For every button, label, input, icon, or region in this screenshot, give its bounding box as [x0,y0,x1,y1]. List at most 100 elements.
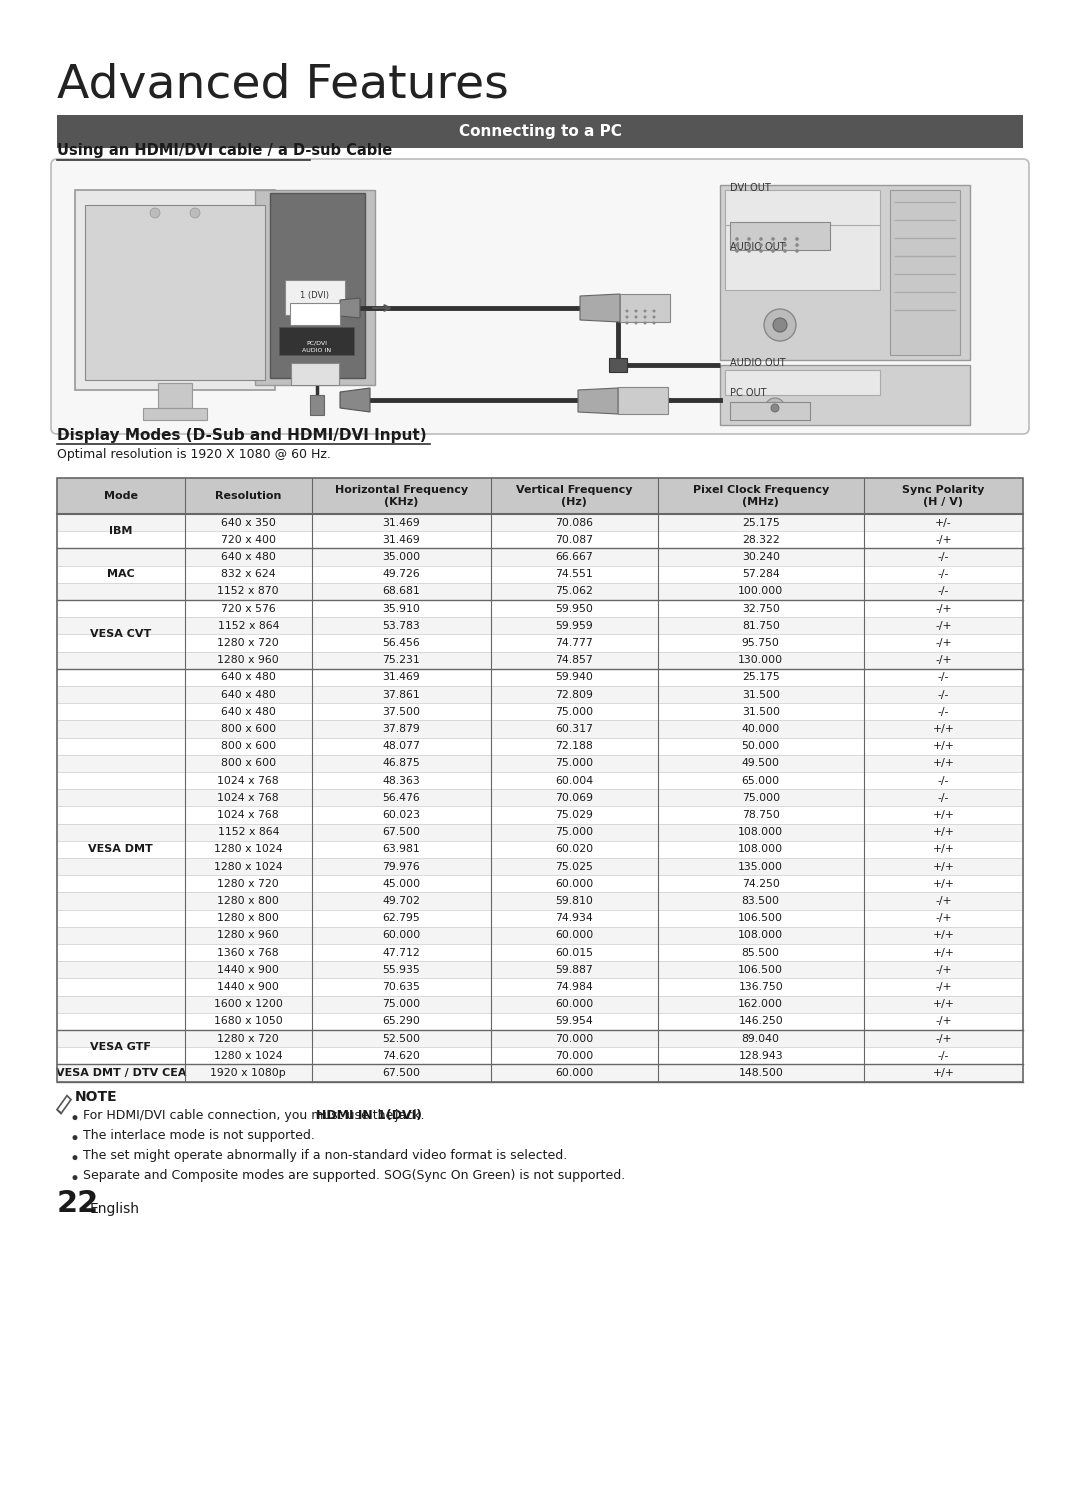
Text: 56.456: 56.456 [382,638,420,648]
Text: 720 x 576: 720 x 576 [221,604,275,614]
Text: 640 x 350: 640 x 350 [220,517,275,527]
Text: 75.062: 75.062 [555,587,593,596]
Circle shape [783,249,787,252]
Text: 1440 x 900: 1440 x 900 [217,965,280,974]
Bar [57,1013,1023,1029]
Text: 800 x 600: 800 x 600 [220,741,275,751]
Text: 60.317: 60.317 [555,725,593,734]
Text: +/+: +/+ [932,999,955,1010]
Bar [57,892,1023,910]
Text: +/+: +/+ [932,947,955,958]
Circle shape [644,321,647,324]
Bar [57,772,1023,789]
Polygon shape [57,1110,60,1113]
Text: +/+: +/+ [932,878,955,889]
Circle shape [652,315,656,318]
Bar [725,190,880,230]
Text: 65.290: 65.290 [382,1016,420,1026]
Bar [57,686,1023,704]
Bar [57,979,1023,995]
Circle shape [747,249,751,252]
Circle shape [635,309,637,312]
Text: 59.950: 59.950 [555,604,593,614]
Text: 67.500: 67.500 [382,828,420,837]
Text: Pixel Clock Frequency
(MHz): Pixel Clock Frequency (MHz) [692,486,828,506]
Text: IBM: IBM [109,526,133,536]
Bar [609,359,627,372]
Circle shape [644,315,647,318]
Text: 1280 x 720: 1280 x 720 [217,638,279,648]
Text: 1280 x 720: 1280 x 720 [217,878,279,889]
Text: 1600 x 1200: 1600 x 1200 [214,999,283,1010]
Text: 31.500: 31.500 [742,707,780,717]
Text: 78.750: 78.750 [742,810,780,820]
Text: 79.976: 79.976 [382,862,420,871]
Text: 59.940: 59.940 [555,672,593,683]
Bar [57,961,1023,979]
Text: 108.000: 108.000 [738,844,783,855]
Text: +/+: +/+ [932,725,955,734]
Text: 1 (DVI): 1 (DVI) [300,291,329,300]
Polygon shape [578,388,618,414]
Text: -/+: -/+ [935,982,951,992]
Text: 72.809: 72.809 [555,690,593,699]
Circle shape [773,318,787,332]
Bar [143,408,207,420]
Text: 52.500: 52.500 [382,1034,420,1044]
Circle shape [72,1155,78,1161]
Text: Sync Polarity
(H / V): Sync Polarity (H / V) [902,486,985,506]
Text: 60.023: 60.023 [382,810,420,820]
Text: 162.000: 162.000 [739,999,783,1010]
Text: 128.943: 128.943 [739,1050,783,1061]
Bar [57,944,1023,961]
Text: +/+: +/+ [932,828,955,837]
Text: 106.500: 106.500 [739,913,783,923]
Circle shape [644,309,647,312]
Text: Connecting to a PC: Connecting to a PC [459,124,621,139]
Text: 100.000: 100.000 [738,587,783,596]
Text: 37.879: 37.879 [382,725,420,734]
Text: 49.500: 49.500 [742,759,780,768]
Text: 1024 x 768: 1024 x 768 [217,810,279,820]
Circle shape [72,1176,78,1180]
Text: +/+: +/+ [932,844,955,855]
Text: Horizontal Frequency
(KHz): Horizontal Frequency (KHz) [335,486,468,506]
Text: 31.469: 31.469 [382,517,420,527]
Circle shape [771,403,779,412]
Text: 1280 x 1024: 1280 x 1024 [214,844,283,855]
Circle shape [783,244,787,247]
Text: 74.777: 74.777 [555,638,593,648]
Text: 57.284: 57.284 [742,569,780,580]
Text: 68.681: 68.681 [382,587,420,596]
Text: -/+: -/+ [935,1016,951,1026]
Text: Advanced Features: Advanced Features [57,63,509,108]
Text: 31.500: 31.500 [742,690,780,699]
Bar [57,532,1023,548]
Text: 59.954: 59.954 [555,1016,593,1026]
FancyBboxPatch shape [51,158,1029,433]
Polygon shape [340,388,370,412]
Text: 32.750: 32.750 [742,604,780,614]
Bar [57,617,1023,635]
Circle shape [795,244,799,247]
Bar [57,858,1023,875]
Text: -/-: -/- [937,569,949,580]
Text: +/+: +/+ [932,1068,955,1079]
Circle shape [150,208,160,218]
Text: Resolution: Resolution [215,492,282,500]
Text: 146.250: 146.250 [739,1016,783,1026]
Text: English: English [90,1201,140,1216]
Text: AUDIO IN: AUDIO IN [302,348,332,354]
Text: 1152 x 864: 1152 x 864 [217,622,279,630]
Circle shape [72,1115,78,1120]
Bar [75,190,275,390]
Bar [57,651,1023,669]
Circle shape [625,309,629,312]
Bar [57,583,1023,601]
Text: -/-: -/- [937,690,949,699]
Bar [255,190,375,385]
Text: 108.000: 108.000 [738,828,783,837]
Text: 60.000: 60.000 [382,931,420,940]
Text: 28.322: 28.322 [742,535,780,545]
Circle shape [652,309,656,312]
